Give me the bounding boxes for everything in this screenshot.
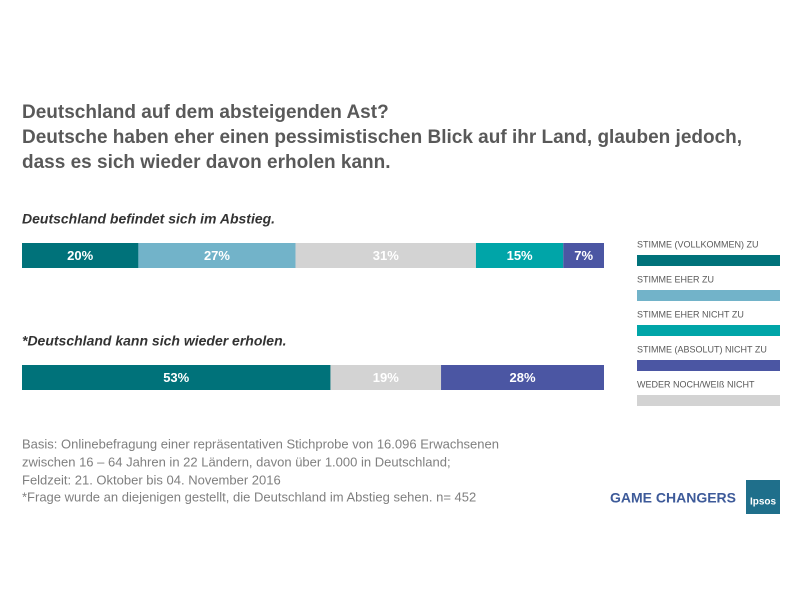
chart-title: *Deutschland kann sich wieder erholen. bbox=[22, 333, 287, 349]
legend-label: STIMME (ABSOLUT) NICHT ZU bbox=[637, 344, 767, 354]
logo-box bbox=[746, 480, 780, 514]
title-line: Deutsche haben eher einen pessimistische… bbox=[22, 127, 742, 148]
legend-swatch bbox=[637, 255, 780, 266]
legend-label: STIMME EHER ZU bbox=[637, 274, 714, 284]
legend-label: STIMME EHER NICHT ZU bbox=[637, 309, 744, 319]
slogan: GAME CHANGERS bbox=[610, 490, 736, 506]
bar-segment bbox=[475, 243, 564, 268]
chart-title: Deutschland befindet sich im Abstieg. bbox=[22, 211, 275, 227]
legend-swatch bbox=[637, 395, 780, 406]
legend-label: WEDER NOCH/WEIß NICHT bbox=[637, 379, 755, 389]
logo-text: Ipsos bbox=[750, 497, 777, 508]
bar-segment bbox=[441, 365, 604, 390]
title-line: Deutschland auf dem absteigenden Ast? bbox=[22, 102, 389, 123]
bar-segment bbox=[22, 365, 331, 390]
bar-segment bbox=[22, 243, 139, 268]
bar-segment bbox=[563, 243, 604, 268]
bar-segment bbox=[330, 365, 442, 390]
value-label: 53% bbox=[163, 370, 189, 385]
value-label: 15% bbox=[507, 248, 533, 263]
value-label: 20% bbox=[67, 248, 93, 263]
footnote: Basis: Onlinebefragung einer repräsentat… bbox=[22, 436, 499, 451]
value-label: 31% bbox=[373, 248, 399, 263]
legend-swatch bbox=[637, 360, 780, 371]
value-label: 28% bbox=[510, 370, 536, 385]
footnote: *Frage wurde an diejenigen gestellt, die… bbox=[22, 489, 476, 504]
footnote: zwischen 16 – 64 Jahren in 22 Ländern, d… bbox=[22, 454, 451, 469]
legend-swatch bbox=[637, 290, 780, 301]
title-line: dass es sich wieder davon erholen kann. bbox=[22, 152, 391, 173]
value-label: 27% bbox=[204, 248, 230, 263]
footnote: Feldzeit: 21. Oktober bis 04. November 2… bbox=[22, 472, 281, 487]
bar-segment bbox=[295, 243, 476, 268]
legend-label: STIMME (VOLLKOMMEN) ZU bbox=[637, 239, 759, 249]
legend-swatch bbox=[637, 325, 780, 336]
value-label: 19% bbox=[373, 370, 399, 385]
bar-segment bbox=[138, 243, 296, 268]
value-label: 7% bbox=[574, 248, 593, 263]
